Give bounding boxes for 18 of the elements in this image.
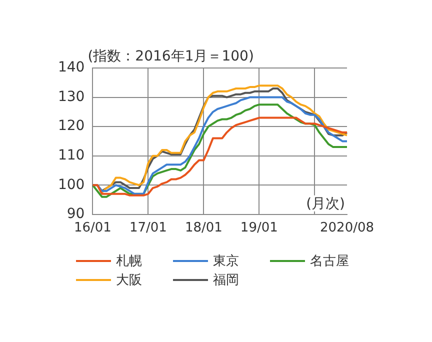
x-tick-label: 2020/08 xyxy=(320,220,374,236)
legend-label: 福岡 xyxy=(213,272,239,288)
legend-label: 東京 xyxy=(213,252,239,270)
legend-label: 大阪 xyxy=(116,272,142,288)
x-tick-label: 18/01 xyxy=(184,220,222,236)
y-tick-label: 90 xyxy=(66,206,85,222)
legend-label: 札幌 xyxy=(116,252,142,270)
y-tick-label: 100 xyxy=(58,176,85,193)
y-tick-label: 120 xyxy=(58,118,85,134)
y-tick-label: 130 xyxy=(58,88,85,105)
x-tick-label: 16/01 xyxy=(74,220,112,236)
y-tick-label: 140 xyxy=(58,60,85,76)
x-tick-label: 19/01 xyxy=(240,220,278,236)
annotation: (月次) xyxy=(306,196,345,212)
text: (指数：2016年1月＝100) xyxy=(88,48,254,65)
x-tick-label: 17/01 xyxy=(129,220,167,236)
legend-label: 名古屋 xyxy=(310,252,349,270)
y-tick-label: 110 xyxy=(58,147,85,164)
